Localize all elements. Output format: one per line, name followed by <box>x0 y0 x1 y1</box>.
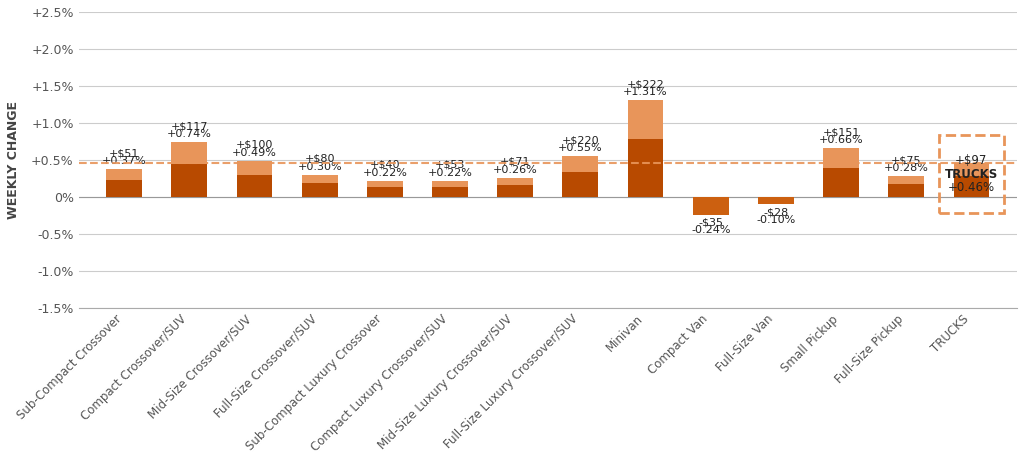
Bar <box>498 177 534 185</box>
Bar <box>889 184 925 197</box>
Text: +$53: +$53 <box>435 160 465 170</box>
Text: +0.49%: +0.49% <box>232 148 276 158</box>
Bar <box>758 197 794 204</box>
Bar <box>302 183 338 197</box>
Text: +0.22%: +0.22% <box>428 167 472 177</box>
Text: +0.30%: +0.30% <box>297 162 342 171</box>
Text: +$40: +$40 <box>370 160 400 170</box>
Text: +$117: +$117 <box>171 121 208 131</box>
Bar <box>171 164 207 197</box>
Bar <box>106 180 142 197</box>
Bar <box>367 181 402 187</box>
Y-axis label: WEEKLY CHANGE: WEEKLY CHANGE <box>7 101 19 219</box>
Bar <box>628 100 664 139</box>
Bar <box>302 175 338 183</box>
Bar <box>432 181 468 187</box>
Text: -$28: -$28 <box>763 207 788 217</box>
Text: -0.24%: -0.24% <box>691 225 730 235</box>
Text: TRUCKS: TRUCKS <box>945 168 998 181</box>
Text: +0.28%: +0.28% <box>884 163 929 173</box>
Bar <box>106 170 142 180</box>
Text: +$75: +$75 <box>891 155 922 165</box>
Bar <box>693 197 729 214</box>
Text: +1.31%: +1.31% <box>624 87 668 97</box>
Bar <box>432 187 468 197</box>
Text: +$80: +$80 <box>304 154 335 164</box>
Bar <box>889 176 925 184</box>
Text: +$51: +$51 <box>109 149 139 159</box>
Bar <box>498 185 534 197</box>
Bar <box>953 163 989 177</box>
Text: +$220: +$220 <box>561 136 599 145</box>
Bar <box>171 142 207 164</box>
Bar <box>237 160 272 175</box>
Bar <box>628 139 664 197</box>
Bar <box>237 175 272 197</box>
Text: -0.10%: -0.10% <box>757 215 796 225</box>
Bar <box>562 156 598 172</box>
Text: +0.37%: +0.37% <box>101 156 146 166</box>
Text: +0.22%: +0.22% <box>362 167 408 177</box>
Text: +$222: +$222 <box>627 79 665 89</box>
Bar <box>823 167 859 197</box>
Text: +$97: +$97 <box>955 154 987 167</box>
Text: +0.74%: +0.74% <box>167 129 212 139</box>
Text: +0.66%: +0.66% <box>819 135 863 145</box>
Text: +$151: +$151 <box>822 127 860 137</box>
Bar <box>823 148 859 167</box>
Text: +0.55%: +0.55% <box>558 143 603 153</box>
Text: +0.26%: +0.26% <box>493 165 538 175</box>
Text: -$35: -$35 <box>698 218 723 227</box>
Bar <box>953 177 989 197</box>
Bar <box>562 172 598 197</box>
Text: +0.46%: +0.46% <box>948 181 995 194</box>
Text: +$100: +$100 <box>236 140 273 150</box>
Bar <box>367 187 402 197</box>
Text: +$71: +$71 <box>500 157 530 167</box>
